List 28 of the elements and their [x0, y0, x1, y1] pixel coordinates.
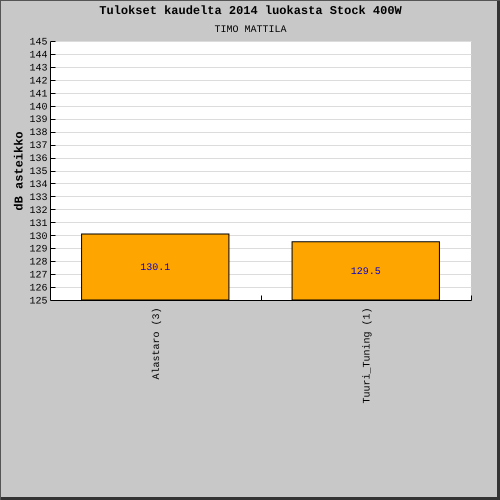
y-tick-label: 143 — [29, 63, 48, 74]
y-tick-label: 125 — [29, 296, 48, 308]
y-tick-label: 129 — [29, 244, 48, 256]
y-tick-label: 135 — [29, 167, 48, 178]
y-tick-label: 131 — [29, 218, 48, 230]
y-tick-label: 144 — [29, 50, 48, 62]
y-tick-label: 137 — [29, 141, 48, 152]
y-tick-label: 139 — [29, 115, 48, 126]
y-tick-label: 145 — [29, 38, 48, 48]
y-tick-label: 128 — [29, 258, 48, 269]
x-tick-label: Tuuri_Tuning (1) — [361, 308, 374, 404]
y-tick-label: 126 — [29, 284, 48, 295]
y-tick-label: 142 — [29, 76, 48, 88]
y-tick-label: 127 — [29, 270, 48, 282]
y-tick-label: 140 — [29, 102, 48, 114]
y-tick-label: 141 — [29, 89, 48, 100]
y-tick-label: 130 — [29, 232, 48, 243]
x-tick-label: Alastaro (3) — [150, 308, 163, 380]
y-tick-label: 138 — [29, 128, 48, 140]
data-label: 130.1 — [140, 262, 170, 274]
y-axis-title: dB asteikko — [12, 131, 26, 211]
y-tick-label: 136 — [29, 154, 48, 166]
y-tick-label: 133 — [29, 192, 48, 204]
chart-subtitle: TIMO MATTILA — [214, 25, 287, 36]
y-tick-label: 134 — [29, 180, 48, 191]
chart-title: Tulokset kaudelta 2014 luokasta Stock 400W — [99, 4, 403, 18]
y-tick-label: 132 — [29, 206, 48, 217]
data-label: 129.5 — [350, 266, 381, 278]
